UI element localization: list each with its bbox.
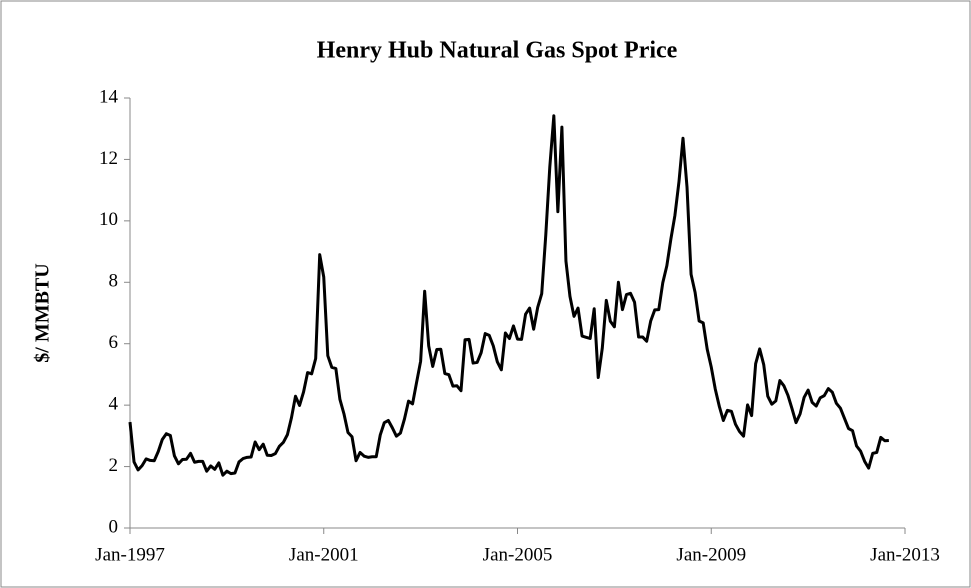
y-tick-label: 2 (109, 455, 119, 476)
y-tick-label: 0 (109, 516, 119, 537)
y-tick-label: 6 (109, 332, 119, 353)
y-tick-label: 10 (99, 209, 118, 230)
y-tick-label: 4 (109, 394, 119, 415)
x-tick-label: Jan-2009 (676, 544, 746, 565)
x-tick-label: Jan-2001 (289, 544, 359, 565)
x-tick-label: Jan-1997 (95, 544, 165, 565)
y-axis-label: $/ MMBTU (32, 263, 54, 362)
y-tick-label: 8 (109, 271, 119, 292)
line (128, 114, 889, 477)
y-tick-label: 14 (99, 86, 119, 107)
x-tick-label: Jan-2005 (483, 544, 553, 565)
y-tick-label: 12 (99, 148, 118, 169)
chart-title: Henry Hub Natural Gas Spot Price (317, 38, 678, 64)
x-tick-label: Jan-2013 (870, 544, 940, 565)
